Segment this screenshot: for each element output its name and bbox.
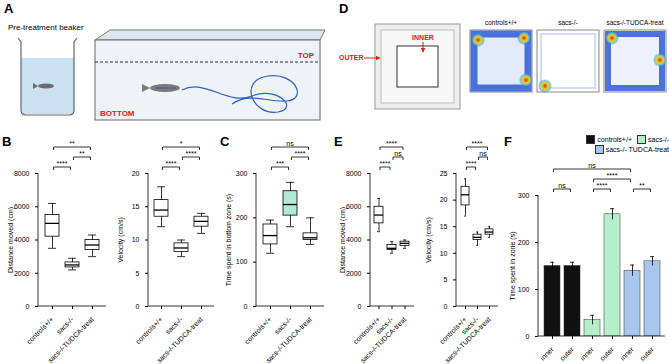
svg-text:controls+/+: controls+/+ [438, 315, 468, 346]
svg-text:100: 100 [518, 286, 530, 293]
svg-text:2000: 2000 [346, 269, 362, 276]
svg-text:A: A [4, 1, 14, 16]
svg-text:300: 300 [236, 170, 248, 177]
svg-text:outer: outer [639, 345, 656, 362]
svg-text:****: **** [386, 140, 397, 147]
svg-text:controls+/+: controls+/+ [485, 19, 517, 26]
svg-text:Velocity (cm/s): Velocity (cm/s) [117, 217, 125, 263]
svg-text:0: 0 [136, 303, 140, 310]
svg-text:25: 25 [440, 170, 448, 177]
svg-text:0: 0 [444, 303, 448, 310]
svg-text:TOP: TOP [298, 51, 315, 60]
svg-text:5: 5 [136, 269, 140, 276]
svg-text:300: 300 [518, 192, 530, 199]
svg-text:0: 0 [244, 303, 248, 310]
html-text:F: F [504, 134, 512, 149]
svg-text:sacs-/-TUDCA-treat: sacs-/-TUDCA-treat [359, 316, 407, 364]
html-text:E: E [334, 134, 343, 149]
svg-text:8000: 8000 [14, 170, 30, 177]
svg-text:0: 0 [526, 333, 530, 340]
svg-text:sacs-/-TUDCA-treat: sacs-/-TUDCA-treat [264, 316, 312, 364]
svg-text:15: 15 [440, 223, 448, 230]
svg-text:100: 100 [236, 258, 248, 265]
svg-text:sacs-/-: sacs-/- [558, 19, 578, 26]
svg-text:controls+/+: controls+/+ [243, 316, 272, 345]
svg-text:10: 10 [132, 236, 140, 243]
svg-text:ns: ns [558, 182, 566, 189]
svg-text:0: 0 [358, 303, 362, 310]
svg-text:4000: 4000 [14, 236, 30, 243]
svg-text:15: 15 [132, 203, 140, 210]
svg-text:****: **** [186, 150, 197, 157]
svg-text:D: D [339, 1, 348, 16]
svg-text:controls+/+: controls+/+ [351, 315, 382, 346]
svg-text:****: **** [380, 160, 391, 167]
svg-text:Distance moved (cm): Distance moved (cm) [339, 207, 347, 273]
svg-text:OUTER: OUTER [339, 54, 364, 61]
svg-text:****: **** [57, 160, 68, 167]
svg-text:outer: outer [599, 345, 616, 362]
html-text:sacs-/-: sacs-/- [648, 136, 669, 143]
svg-text:20: 20 [132, 170, 140, 177]
html-text:controls+/+: controls+/+ [597, 136, 632, 143]
svg-text:Velocity (cm/s): Velocity (cm/s) [425, 217, 433, 263]
html-text:sacs-/- TUDCA-treat: sacs-/- TUDCA-treat [605, 146, 669, 153]
svg-text:controls+/+: controls+/+ [134, 316, 163, 345]
svg-text:ns: ns [479, 150, 487, 157]
svg-text:sacs-/-TUDCA-treat: sacs-/-TUDCA-treat [46, 316, 94, 364]
svg-text:****: **** [472, 140, 483, 147]
svg-text:**: ** [69, 140, 75, 147]
svg-text:****: **** [597, 182, 608, 189]
svg-text:4000: 4000 [346, 236, 362, 243]
svg-text:inner: inner [539, 345, 555, 361]
svg-text:ns: ns [588, 162, 596, 169]
svg-text:200: 200 [518, 239, 530, 246]
svg-text:*: * [180, 140, 183, 147]
svg-text:Time spent in bottom zone (s): Time spent in bottom zone (s) [225, 194, 233, 286]
svg-text:0: 0 [26, 303, 30, 310]
svg-text:****: **** [466, 160, 477, 167]
svg-text:6000: 6000 [14, 203, 30, 210]
svg-text:inner: inner [579, 345, 595, 361]
svg-text:2000: 2000 [14, 269, 30, 276]
svg-text:controls+/+: controls+/+ [25, 316, 54, 345]
svg-text:****: **** [607, 172, 618, 179]
svg-text:ns: ns [394, 150, 402, 157]
svg-text:20: 20 [440, 196, 448, 203]
svg-text:sacs-/-TUDCA-treat: sacs-/-TUDCA-treat [606, 19, 663, 26]
svg-text:8000: 8000 [346, 170, 362, 177]
svg-text:BOTTOM: BOTTOM [100, 109, 135, 118]
svg-text:inner: inner [619, 345, 635, 361]
svg-text:10: 10 [440, 250, 448, 257]
svg-text:200: 200 [236, 214, 248, 221]
svg-text:sacs-/-TUDCA-treat: sacs-/-TUDCA-treat [443, 316, 491, 364]
svg-text:ns: ns [286, 140, 294, 147]
html-text:C: C [220, 134, 230, 149]
svg-text:5: 5 [444, 276, 448, 283]
svg-text:sacs-/-TUDCA-treat: sacs-/-TUDCA-treat [155, 316, 203, 364]
svg-text:***: *** [276, 160, 284, 167]
svg-text:Distance moved (cm): Distance moved (cm) [7, 207, 15, 273]
svg-text:****: **** [166, 160, 177, 167]
svg-text:outer: outer [559, 345, 576, 362]
svg-text:****: **** [295, 150, 306, 157]
html-text:B: B [2, 134, 12, 149]
svg-text:Time spent in zone (s): Time spent in zone (s) [509, 232, 517, 301]
svg-text:6000: 6000 [346, 203, 362, 210]
svg-text:**: ** [79, 150, 85, 157]
svg-text:**: ** [639, 182, 645, 189]
svg-text:INNER: INNER [412, 34, 434, 41]
svg-text:Pre-treatment beaker: Pre-treatment beaker [8, 23, 84, 32]
